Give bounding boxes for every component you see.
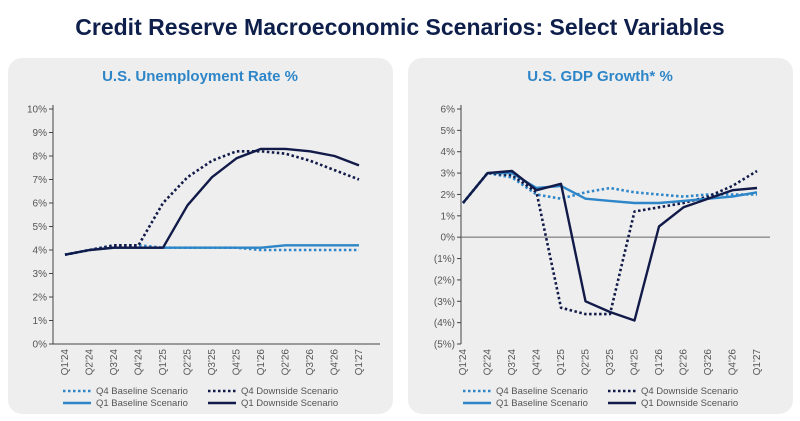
y-tick-label: 6%	[33, 199, 48, 210]
y-tick-label: (3%)	[434, 297, 455, 308]
x-tick-label: Q3'24	[507, 349, 518, 376]
y-tick-label: 2%	[33, 293, 48, 304]
x-tick-label: Q2'25	[581, 349, 592, 376]
x-tick-label: Q1'24	[60, 349, 71, 376]
legend-label-q4-baseline-scenario: Q4 Baseline Scenario	[96, 386, 188, 397]
legend-label-q1-downside-scenario: Q1 Downside Scenario	[641, 398, 738, 409]
legend-label-q1-baseline-scenario: Q1 Baseline Scenario	[96, 398, 188, 409]
x-tick-label: Q1'26	[256, 349, 267, 376]
series-line-q1-baseline-scenario	[462, 171, 758, 205]
x-tick-label: Q2'26	[281, 349, 292, 376]
legend-label-q4-baseline-scenario: Q4 Baseline Scenario	[496, 386, 588, 397]
x-tick-label: Q1'27	[752, 349, 763, 376]
legend-label-q4-downside-scenario: Q4 Downside Scenario	[641, 386, 738, 397]
unemployment-chart-panel: U.S. Unemployment Rate % 0% 1% 2% 3% 4% 5% 6% 7%…	[8, 58, 393, 414]
x-tick-label: Q1'25	[158, 349, 169, 376]
x-tick-label: Q2'24	[85, 349, 96, 376]
x-tick-label: Q2'24	[483, 349, 494, 376]
x-tick-label: Q1'25	[556, 349, 567, 376]
unemployment-chart: U.S. Unemployment Rate % 0% 1% 2% 3% 4% 5% 6% 7%…	[27, 68, 380, 409]
chart-title: U.S. Unemployment Rate %	[102, 68, 298, 85]
x-tick-label: Q4'25	[232, 349, 243, 376]
x-tick-label: Q2'25	[183, 349, 194, 376]
chart-title: U.S. GDP Growth* %	[527, 68, 673, 85]
y-tick-label: (4%)	[434, 318, 455, 329]
x-tick-label: Q3'26	[305, 349, 316, 376]
series-line-q1-downside-scenario	[64, 147, 360, 256]
x-tick-label: Q4'24	[532, 349, 543, 376]
x-tick-label: Q3'26	[703, 349, 714, 376]
y-tick-label: 3%	[33, 269, 48, 280]
y-tick-label: 5%	[441, 126, 456, 137]
legend-label-q4-downside-scenario: Q4 Downside Scenario	[241, 386, 338, 397]
y-tick-label: 7%	[33, 175, 48, 186]
legend-label-q1-baseline-scenario: Q1 Baseline Scenario	[496, 398, 588, 409]
y-tick-label: 2%	[441, 190, 456, 201]
x-tick-label: Q3'24	[109, 349, 120, 376]
legend-label-q1-downside-scenario: Q1 Downside Scenario	[241, 398, 338, 409]
x-tick-label: Q1'26	[654, 349, 665, 376]
x-tick-label: Q4'25	[630, 349, 641, 376]
y-tick-label: 10%	[27, 105, 47, 116]
gdp-chart: U.S. GDP Growth* % 6% 5% 4% 3% 2% 1% 0% (1%) (2%)…	[434, 68, 770, 409]
series-line-q4-downside-scenario	[461, 169, 758, 316]
y-tick-label: (1%)	[434, 254, 455, 265]
series-line-q1-downside-scenario	[462, 169, 758, 322]
y-tick-label: 0%	[33, 340, 48, 351]
gdp-chart-panel: U.S. GDP Growth* % 6% 5% 4% 3% 2% 1% 0% (1%) (2%)…	[408, 58, 793, 414]
series-line-q4-downside-scenario	[64, 150, 360, 256]
x-tick-label: Q4'24	[134, 349, 145, 376]
y-tick-label: 8%	[33, 152, 48, 163]
y-tick-label: 1%	[441, 211, 456, 222]
x-tick-label: Q4'26	[728, 349, 739, 376]
y-tick-label: 0%	[441, 233, 456, 244]
x-tick-label: Q1'27	[354, 349, 365, 376]
y-tick-label: (5%)	[434, 340, 455, 351]
x-tick-label: Q2'26	[679, 349, 690, 376]
series-line-q4-baseline-scenario	[461, 171, 757, 204]
y-tick-label: (2%)	[434, 275, 455, 286]
y-tick-label: 6%	[441, 105, 456, 116]
x-tick-label: Q3'25	[207, 349, 218, 376]
y-tick-label: 4%	[33, 246, 48, 257]
y-tick-label: 9%	[33, 128, 48, 139]
y-tick-label: 3%	[441, 169, 456, 180]
x-tick-label: Q3'25	[605, 349, 616, 376]
series-line-q4-baseline-scenario	[64, 244, 359, 256]
y-tick-label: 5%	[33, 222, 48, 233]
x-tick-label: Q4'26	[330, 349, 341, 376]
page-title: Credit Reserve Macroeconomic Scenarios: …	[75, 14, 725, 40]
y-tick-label: 1%	[33, 316, 48, 327]
y-tick-label: 4%	[441, 147, 456, 158]
x-tick-label: Q1'24	[458, 349, 469, 376]
